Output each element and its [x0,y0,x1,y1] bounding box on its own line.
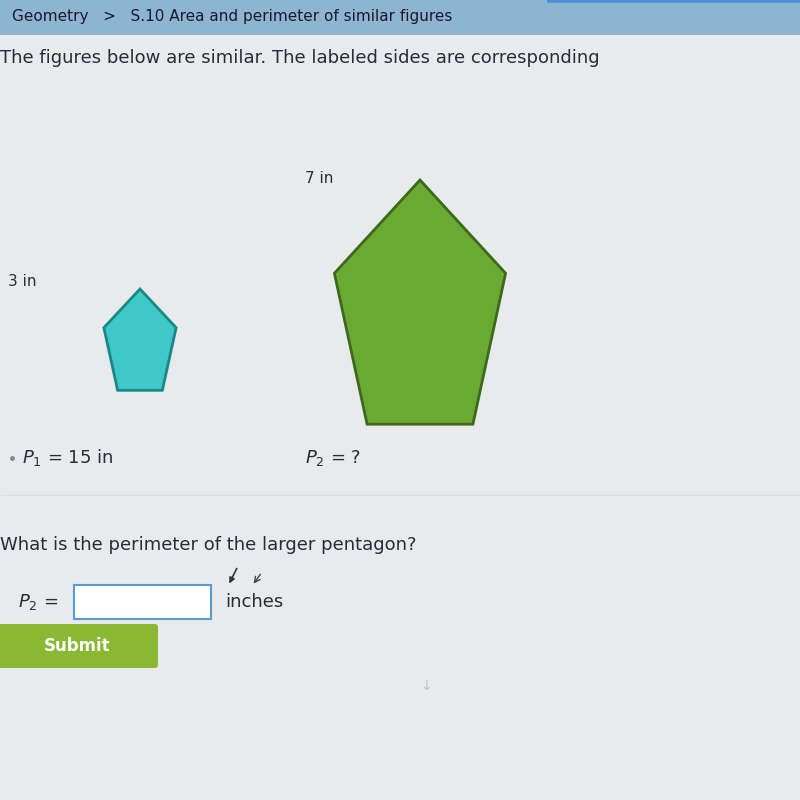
FancyBboxPatch shape [74,585,211,619]
FancyBboxPatch shape [0,0,800,35]
Text: The figures below are similar. The labeled sides are corresponding: The figures below are similar. The label… [0,49,600,67]
FancyBboxPatch shape [0,624,158,668]
Text: $P_2$ =: $P_2$ = [18,592,58,612]
Text: $P_2$ = ?: $P_2$ = ? [305,448,361,468]
Text: ↓: ↓ [420,679,432,693]
Text: 7 in: 7 in [305,170,334,186]
Text: Submit: Submit [44,637,111,655]
Text: Geometry   >   S.10 Area and perimeter of similar figures: Geometry > S.10 Area and perimeter of si… [12,10,452,25]
Text: inches: inches [225,593,283,611]
Text: $P_1$ = 15 in: $P_1$ = 15 in [22,447,114,469]
Text: What is the perimeter of the larger pentagon?: What is the perimeter of the larger pent… [0,536,417,554]
Polygon shape [104,289,176,390]
Text: 3 in: 3 in [8,274,37,290]
Polygon shape [334,180,506,424]
